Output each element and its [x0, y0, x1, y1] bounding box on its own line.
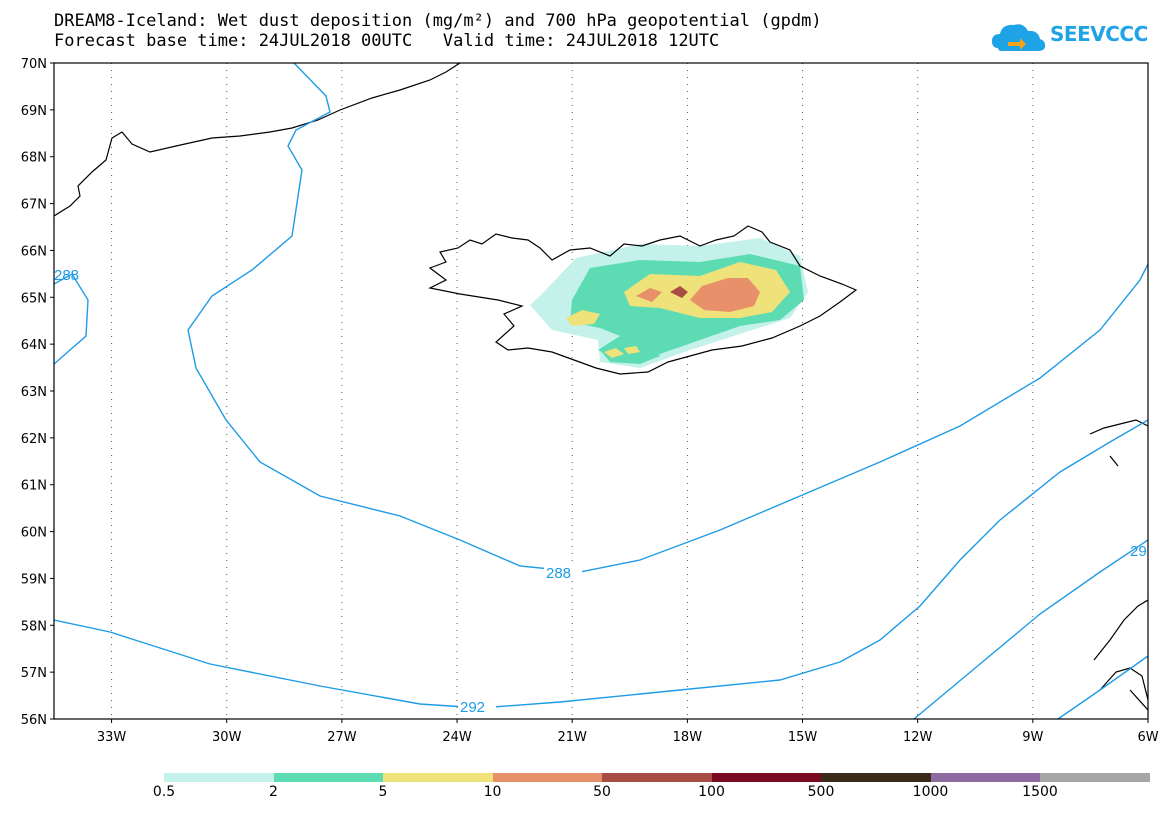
- lat-tick-label: 56N: [21, 713, 47, 728]
- lon-tick-label: 12W: [903, 730, 933, 745]
- legend-swatch: [711, 773, 822, 782]
- legend-label: 5: [378, 784, 388, 800]
- legend-swatch: [164, 773, 274, 782]
- contour-300: [1057, 655, 1148, 719]
- lat-tick-label: 66N: [21, 244, 47, 259]
- deposition-5b: [566, 310, 600, 326]
- lat-tick-label: 68N: [21, 151, 47, 166]
- iceland-coastline: [428, 225, 858, 375]
- legend-swatch: [492, 773, 603, 782]
- lon-tick-label: 33W: [97, 730, 127, 745]
- lat-tick-label: 67N: [21, 198, 47, 213]
- faroe-scotland-coastline: [1089, 419, 1148, 711]
- lon-tick-label: 30W: [212, 730, 242, 745]
- lat-tick-label: 62N: [21, 432, 47, 447]
- legend-label: 10: [483, 784, 502, 800]
- lat-tick-label: 58N: [21, 619, 47, 634]
- gridlines: [111, 63, 1034, 719]
- lat-tick-label: 57N: [21, 666, 47, 681]
- contour-label-288-west: 288: [54, 267, 79, 284]
- lon-tick-label: 6W: [1137, 730, 1158, 745]
- longitude-labels: 33W 30W 27W 24W 21W 18W 15W 12W 9W 6W: [97, 719, 1159, 745]
- deposition-5d: [624, 346, 640, 354]
- plot-frame: [53, 62, 1149, 720]
- lat-tick-label: 69N: [21, 104, 47, 119]
- lon-tick-label: 24W: [442, 730, 472, 745]
- lat-tick-label: 59N: [21, 572, 47, 587]
- deposition-10b: [636, 288, 662, 302]
- lon-tick-label: 9W: [1022, 730, 1043, 745]
- contour-288: [187, 63, 1148, 573]
- map-title: DREAM8-Iceland: Wet dust deposition (mg/…: [54, 11, 822, 31]
- seevccc-logo: SEEVCCC: [990, 18, 1148, 58]
- contour-labels: 288 292 288 29: [54, 267, 1147, 716]
- latitude-labels: 56N 57N 58N 59N 60N 61N 62N 63N 64N 65N 66N 67N 68N 6…: [21, 57, 54, 728]
- contour-label-288: 288: [546, 565, 571, 582]
- geopotential-contours: [54, 63, 1148, 719]
- lat-tick-label: 61N: [21, 479, 47, 494]
- lat-tick-label: 64N: [21, 338, 47, 353]
- legend-swatch: [821, 773, 931, 782]
- legend-swatch: [602, 773, 712, 782]
- deposition-5c: [604, 348, 624, 358]
- contour-292: [54, 419, 1148, 709]
- legend-swatch: [930, 773, 1041, 782]
- lat-tick-label: 65N: [21, 291, 47, 306]
- legend-label: 50: [593, 784, 611, 800]
- deposition-10: [690, 278, 760, 312]
- legend-label: 500: [807, 784, 835, 800]
- lon-tick-label: 21W: [558, 730, 588, 745]
- contour-288-west: [54, 273, 89, 365]
- contour-label-292: 292: [460, 699, 485, 716]
- lon-tick-label: 15W: [788, 730, 818, 745]
- contour-296: [913, 539, 1148, 719]
- cloud-icon: [992, 24, 1046, 51]
- legend-label: 100: [698, 784, 725, 800]
- deposition-50: [670, 286, 688, 298]
- forecast-time-subtitle: Forecast base time: 24JUL2018 00UTC Vali…: [54, 31, 720, 51]
- lat-tick-label: 60N: [21, 526, 47, 541]
- contour-label-296: 29: [1130, 543, 1147, 560]
- lon-tick-label: 27W: [327, 730, 357, 745]
- legend-label: 1000: [912, 784, 949, 800]
- coastlines: [54, 63, 1148, 711]
- lat-tick-label: 63N: [21, 385, 47, 400]
- legend-label: 2: [269, 784, 278, 800]
- logo-text: SEEVCCC: [1050, 22, 1148, 46]
- lat-tick-label: 70N: [21, 57, 47, 72]
- greenland-coastline: [54, 63, 461, 217]
- legend-swatch: [383, 773, 493, 782]
- lon-tick-label: 18W: [673, 730, 703, 745]
- dust-deposition-field: [530, 238, 808, 368]
- legend-swatch: [273, 773, 384, 782]
- legend-label: 0.5: [152, 784, 176, 800]
- legend-swatch: [1040, 773, 1150, 782]
- legend-label: 1500: [1022, 784, 1058, 800]
